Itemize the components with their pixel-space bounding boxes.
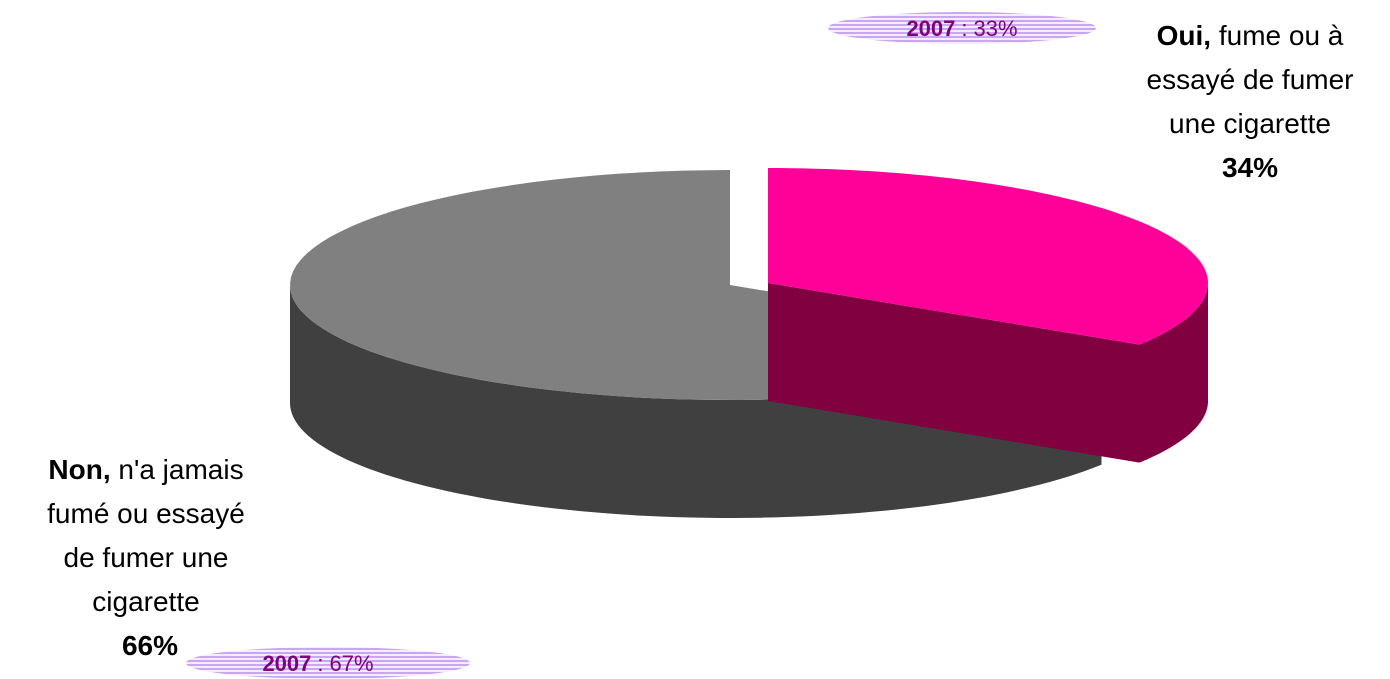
pie xyxy=(290,168,1208,518)
slice-side xyxy=(768,283,1140,463)
category: Non, xyxy=(48,454,111,485)
comparison-value: 67% xyxy=(330,651,374,676)
slice-label: Oui, fume ou à essayé de fumer une cigar… xyxy=(1128,14,1372,190)
comparison-separator: : xyxy=(317,651,323,676)
slice xyxy=(768,168,1208,345)
slice-wall xyxy=(1139,283,1208,463)
comparison-separator: : xyxy=(961,16,967,41)
category-note: n'a jamais fumé ou essayé de fumer une c… xyxy=(47,454,245,617)
comparison-text: 2007:67% xyxy=(262,651,373,676)
comparison-badge xyxy=(186,647,470,679)
value-label: 34% xyxy=(1221,152,1279,183)
comparison-text: 2007:33% xyxy=(906,16,1017,41)
slice-label: Non, n'a jamais fumé ou essayé de fumer … xyxy=(30,448,262,668)
comparison-badge xyxy=(828,12,1096,44)
category: Oui, xyxy=(1156,20,1212,51)
slice-wall xyxy=(290,285,1102,518)
comparison-label: 2007 xyxy=(262,651,311,676)
value-label: 66% xyxy=(121,630,179,661)
comparison-value: 33% xyxy=(974,16,1018,41)
comparison-label: 2007 xyxy=(906,16,955,41)
category-note: fume ou à essayé de fumer une cigarette xyxy=(1146,20,1354,139)
